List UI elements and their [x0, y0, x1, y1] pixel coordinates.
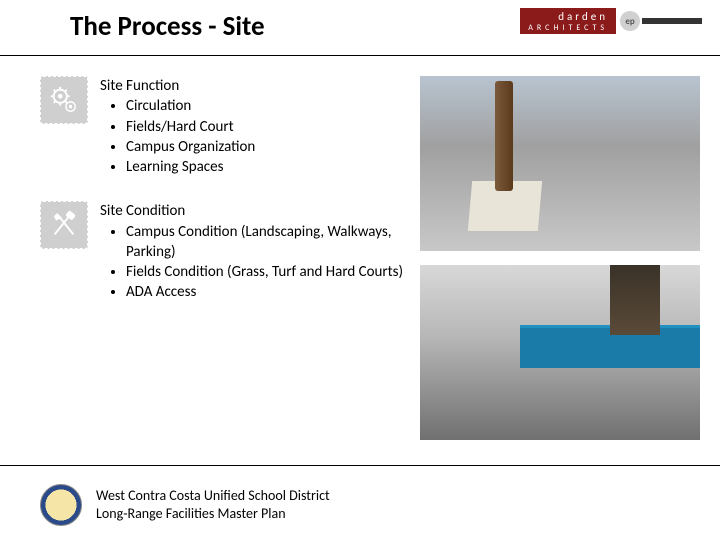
list-item: Circulation: [126, 96, 255, 116]
darden-logo-sub: ARCHITECTS: [528, 22, 608, 34]
darden-logo-text: darden: [558, 10, 608, 23]
district-seal-icon: [40, 484, 82, 526]
list-item: Fields/Hard Court: [126, 117, 255, 137]
section-condition: Site Condition Campus Condition (Landsca…: [40, 201, 420, 302]
section-condition-body: Site Condition Campus Condition (Landsca…: [100, 201, 420, 302]
function-bullets: Circulation Fields/Hard Court Campus Org…: [100, 96, 255, 177]
list-item: ADA Access: [126, 282, 420, 302]
ep-logo-bar: [642, 18, 702, 24]
footer: West Contra Costa Unified School Distric…: [40, 484, 330, 526]
footer-line1: West Contra Costa Unified School Distric…: [96, 487, 330, 505]
section-function: Site Function Circulation Fields/Hard Co…: [40, 76, 420, 177]
section-condition-heading: Site Condition: [100, 201, 420, 221]
footer-line2: Long-Range Facilities Master Plan: [96, 505, 330, 523]
darden-logo: darden ARCHITECTS: [520, 8, 616, 34]
content-area: Site Function Circulation Fields/Hard Co…: [0, 56, 720, 454]
footer-text: West Contra Costa Unified School Distric…: [96, 487, 330, 523]
photo-bottom: [420, 265, 700, 440]
header-logos: darden ARCHITECTS ep: [520, 8, 702, 34]
footer-rule: [0, 465, 720, 466]
list-item: Campus Condition (Landscaping, Walkways,…: [126, 222, 420, 263]
gear-icon: [40, 76, 88, 124]
list-item: Fields Condition (Grass, Turf and Hard C…: [126, 262, 420, 282]
right-column: [420, 76, 720, 454]
ep-logo: ep: [620, 11, 702, 31]
list-item: Learning Spaces: [126, 157, 255, 177]
section-function-body: Site Function Circulation Fields/Hard Co…: [100, 76, 255, 177]
tools-icon: [40, 201, 88, 249]
condition-bullets: Campus Condition (Landscaping, Walkways,…: [100, 222, 420, 303]
section-function-heading: Site Function: [100, 76, 255, 96]
slide-header: The Process - Site darden ARCHITECTS ep: [0, 0, 720, 56]
left-column: Site Function Circulation Fields/Hard Co…: [0, 76, 420, 454]
list-item: Campus Organization: [126, 137, 255, 157]
photo-top: [420, 76, 700, 251]
ep-logo-circle: ep: [620, 11, 640, 31]
